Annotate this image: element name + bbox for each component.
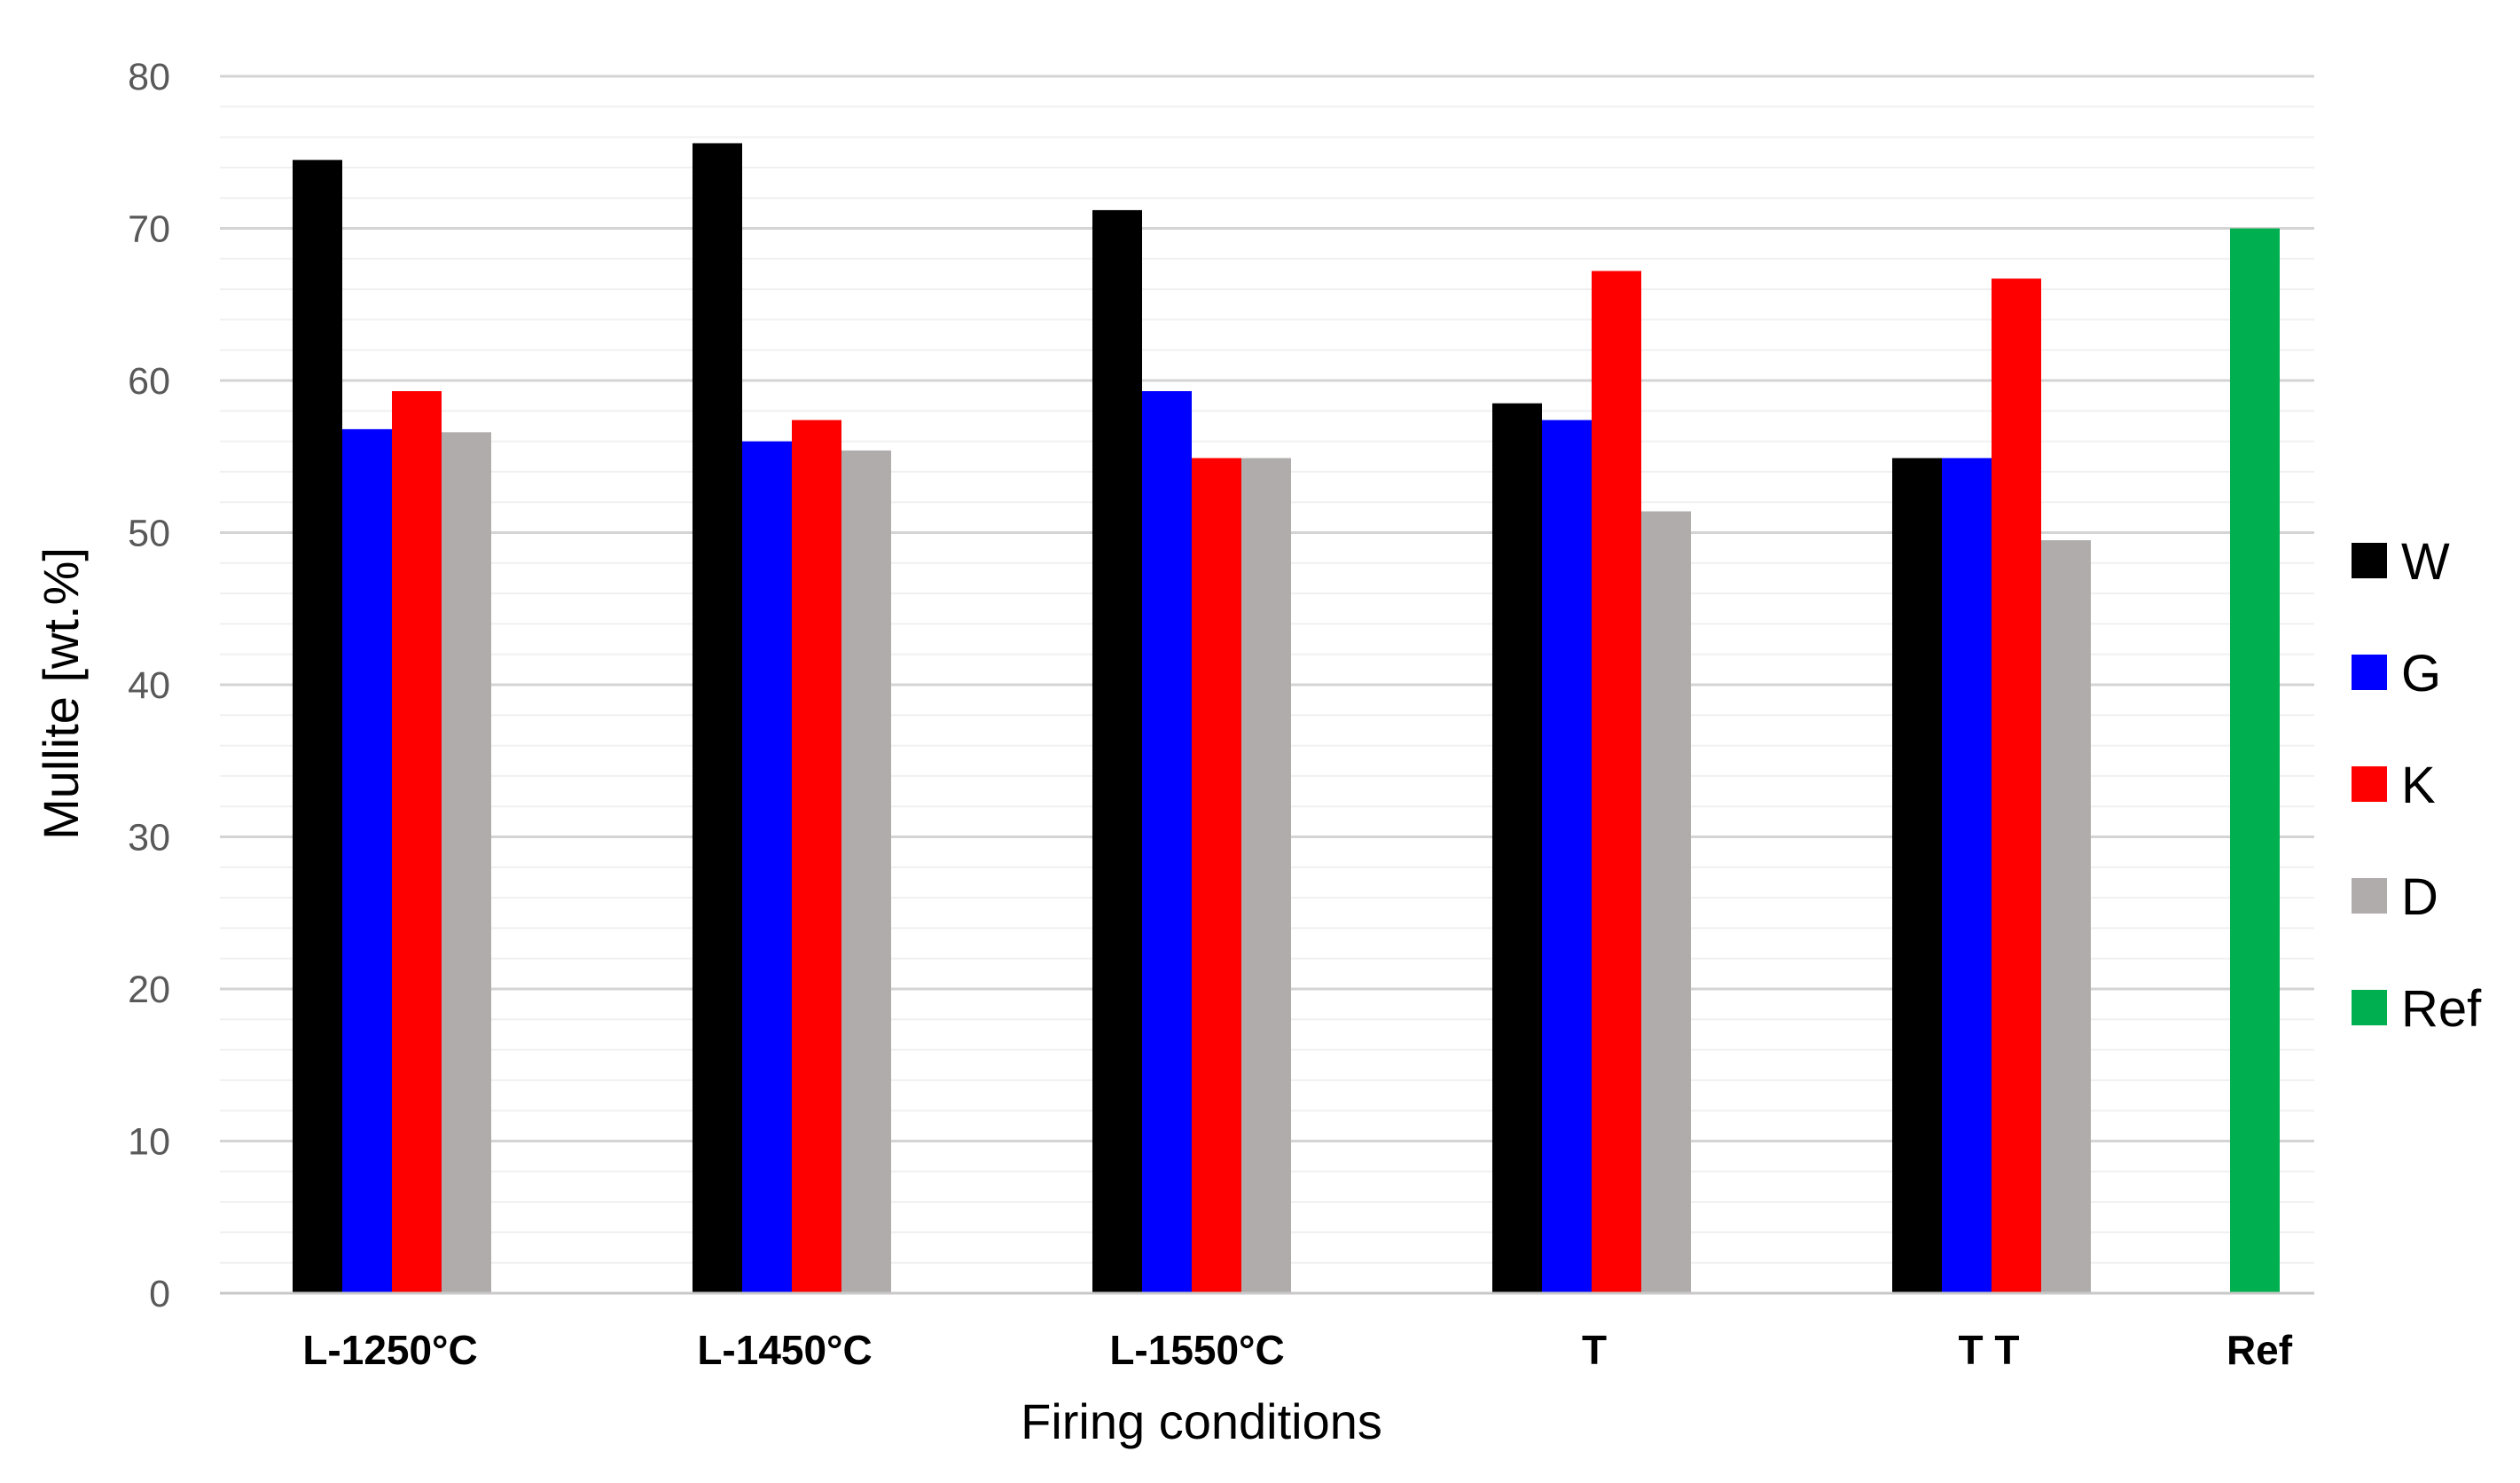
- bar-k-3: [1592, 271, 1641, 1293]
- x-category-label: L-1250°C: [302, 1327, 477, 1373]
- legend-swatch-ref: [2352, 990, 2387, 1025]
- bars: [293, 143, 2280, 1294]
- bar-g-1: [742, 441, 792, 1294]
- y-tick-label: 20: [128, 969, 170, 1011]
- legend-swatch-k: [2352, 766, 2387, 802]
- bar-d-3: [1641, 511, 1691, 1293]
- bar-k-4: [1992, 279, 2041, 1294]
- bar-w-2: [1092, 209, 1142, 1293]
- bar-w-0: [293, 160, 342, 1294]
- x-axis-title: Firing conditions: [1021, 1393, 1382, 1449]
- legend-label-k: K: [2401, 757, 2436, 814]
- x-axis-category-labels: L-1250°C L-1450°C L-1550°C T T T Ref: [302, 1327, 2292, 1373]
- bar-k-2: [1192, 458, 1241, 1293]
- legend-label-d: D: [2401, 868, 2438, 926]
- y-tick-label: 50: [128, 513, 170, 555]
- y-axis-tick-labels: 0 10 20 30 40 50 60 70 80: [128, 56, 170, 1315]
- bar-ref-5: [2230, 228, 2280, 1293]
- legend-label-ref: Ref: [2401, 980, 2482, 1038]
- x-category-label: Ref: [2227, 1327, 2293, 1373]
- bar-g-0: [342, 428, 392, 1293]
- legend-swatch-g: [2352, 655, 2387, 690]
- bar-d-0: [442, 432, 491, 1293]
- bar-d-2: [1241, 458, 1291, 1293]
- legend-label-w: W: [2401, 533, 2450, 591]
- bar-k-0: [392, 391, 442, 1293]
- bar-k-1: [792, 420, 841, 1294]
- legend-swatch-w: [2352, 543, 2387, 578]
- x-category-label: L-1450°C: [697, 1327, 872, 1373]
- y-tick-label: 0: [149, 1273, 170, 1315]
- bar-w-1: [693, 143, 742, 1294]
- y-tick-label: 40: [128, 664, 170, 707]
- y-tick-label: 10: [128, 1121, 170, 1164]
- bar-g-3: [1542, 420, 1592, 1294]
- x-category-label: L-1550°C: [1109, 1327, 1284, 1373]
- x-category-label: T: [1582, 1327, 1607, 1373]
- bar-d-1: [841, 450, 891, 1293]
- bar-w-3: [1492, 403, 1542, 1294]
- y-tick-label: 60: [128, 360, 170, 403]
- bar-g-4: [1942, 458, 1992, 1293]
- x-category-label: T T: [1959, 1327, 2020, 1373]
- legend-label-g: G: [2401, 645, 2441, 702]
- bar-g-2: [1142, 391, 1192, 1293]
- bar-d-4: [2041, 540, 2091, 1293]
- legend-swatch-d: [2352, 878, 2387, 914]
- y-tick-label: 70: [128, 208, 170, 251]
- bar-w-4: [1892, 458, 1942, 1293]
- y-tick-label: 80: [128, 56, 170, 98]
- y-axis-title: Mullite [wt.%]: [33, 547, 89, 840]
- y-tick-label: 30: [128, 817, 170, 859]
